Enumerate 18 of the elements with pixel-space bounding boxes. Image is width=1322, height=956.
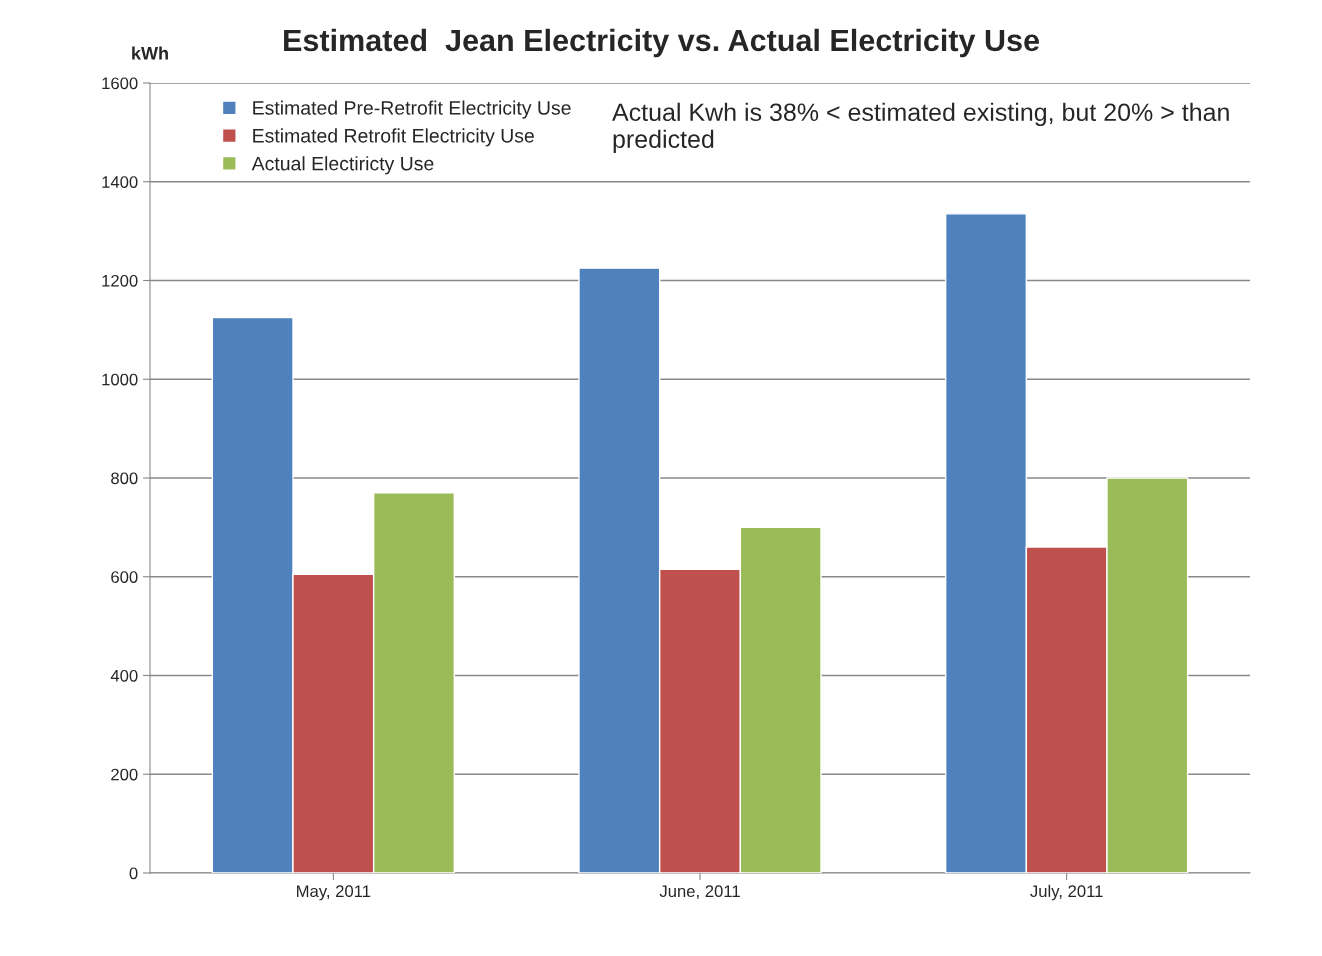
legend-label: Estimated Pre-Retrofit Electricity Use [253,100,571,119]
y-tick-label: 1000 [102,373,138,386]
y-tick-label: 200 [111,768,138,781]
y-tick-label: 1400 [102,176,138,188]
y-tick-label: 400 [110,669,138,682]
x-tick-label: June, 2011 [659,885,740,900]
y-tick-label: 600 [111,571,138,583]
y-tick-label: 1200 [102,274,138,287]
chart-title: Estimated Jean Electricity vs. Actual Electricity Use [284,28,1039,58]
y-tick-label: 800 [111,472,138,485]
y-tick-label: 0 [129,867,138,880]
x-tick-label: May, 2011 [297,885,371,901]
y-tick-label: 1600 [102,77,138,90]
x-tick-label: July, 2011 [1030,884,1103,901]
legend-label: Actual Electiricty Use [251,156,434,175]
legend-label: Estimated Retrofit Electricity Use [253,128,534,147]
annotation: Actual Kwh is 38% < estimated existing, but 20% > than predicted [612,102,1229,153]
y-axis-title: kWh [132,46,168,60]
